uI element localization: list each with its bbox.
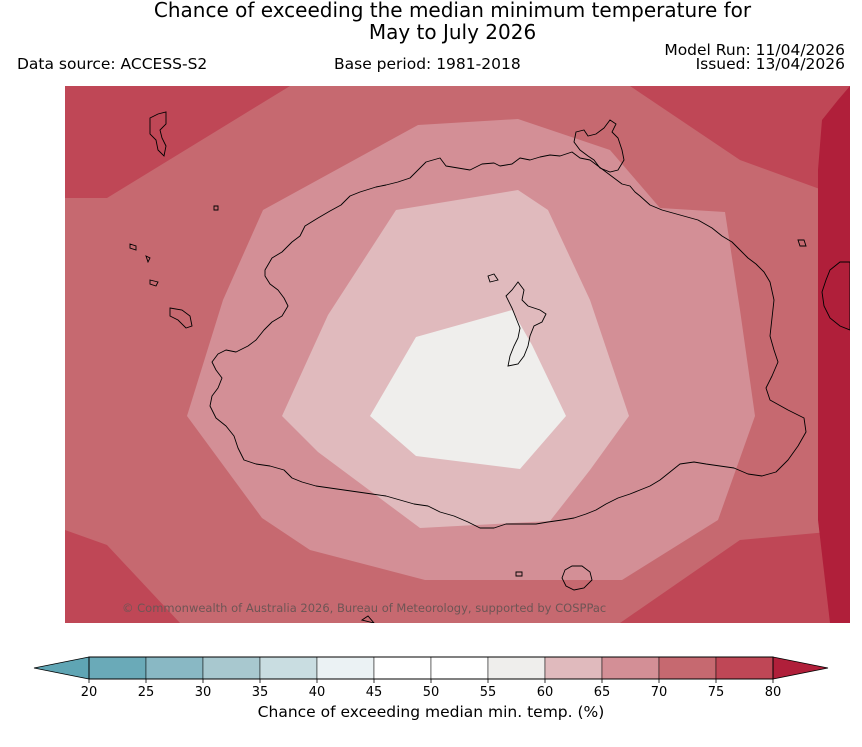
coastline-tasmania xyxy=(561,565,593,591)
colorbar-extension-low xyxy=(33,656,90,680)
copyright-notice: © Commonwealth of Australia 2026, Bureau… xyxy=(122,601,607,615)
colorbar-segment-25-30 xyxy=(145,656,204,680)
colorbar-segment-60-65 xyxy=(544,656,603,680)
coastline-mainland xyxy=(209,151,807,529)
band-above-80 xyxy=(818,86,850,623)
issued-label: Issued: 13/04/2026 xyxy=(695,55,845,73)
coastline-island-2 xyxy=(213,205,807,623)
coastline-new-caledonia xyxy=(821,261,850,331)
colorbar-tick-label: 60 xyxy=(537,685,554,700)
colorbar-tick-label: 25 xyxy=(138,685,155,700)
model-run-label: Model Run: 11/04/2026 xyxy=(664,41,845,59)
colorbar-segment-55-60 xyxy=(487,656,546,680)
colorbar-tick-label: 55 xyxy=(480,685,497,700)
colorbar-tick-label: 75 xyxy=(708,685,725,700)
colorbar-segment-40-45 xyxy=(316,656,375,680)
map-title-line-2: May to July 2026 xyxy=(368,20,537,44)
map-title-line-1: Chance of exceeding the median minimum t… xyxy=(153,0,752,22)
base-period-label: Base period: 1981-2018 xyxy=(334,55,521,73)
band-55-60 xyxy=(370,310,566,469)
colorbar-label: Chance of exceeding median min. temp. (%… xyxy=(257,703,605,721)
colorbar-tick-label: 35 xyxy=(252,685,269,700)
colorbar-segment-75-80 xyxy=(715,656,774,680)
colorbar-tick-label: 30 xyxy=(195,685,212,700)
colorbar-tick-label: 45 xyxy=(366,685,383,700)
colorbar-tick-label: 65 xyxy=(594,685,611,700)
coastline-island-1 xyxy=(129,243,193,329)
colorbar-segment-35-40 xyxy=(259,656,318,680)
colorbar-tick-label: 70 xyxy=(651,685,668,700)
colorbar-segment-65-70 xyxy=(601,656,660,680)
colorbar-segment-45-50 xyxy=(373,656,432,680)
coastline-new-guinea xyxy=(573,119,625,173)
coastline-cape-york xyxy=(505,281,547,367)
colorbar-segment-70-75 xyxy=(658,656,717,680)
colorbar-tick-label: 80 xyxy=(765,685,782,700)
colorbar-segment-50-55 xyxy=(430,656,489,680)
colorbar-extension-high xyxy=(772,656,829,680)
colorbar-segment-20-25 xyxy=(88,656,147,680)
colorbar-segment-30-35 xyxy=(202,656,261,680)
data-source-label: Data source: ACCESS-S2 xyxy=(17,55,208,73)
colorbar-tick-label: 40 xyxy=(309,685,326,700)
colorbar-tick-label: 20 xyxy=(81,685,98,700)
colorbar-tick-label: 50 xyxy=(423,685,440,700)
coastline-timor xyxy=(149,111,167,157)
